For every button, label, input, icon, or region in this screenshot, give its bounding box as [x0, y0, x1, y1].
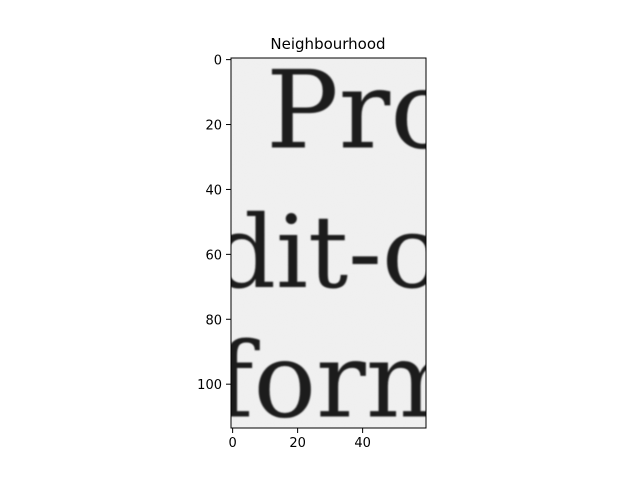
paper-grain	[231, 58, 426, 428]
chart-title: Neighbourhood	[270, 35, 385, 53]
y-tick-label: 100	[197, 378, 222, 393]
y-tick-label: 60	[205, 248, 222, 263]
x-axis: 0 20 40	[228, 428, 371, 451]
y-tick-label: 0	[214, 54, 222, 69]
image-text-line: form	[215, 320, 464, 442]
image-text-line: dit-c	[212, 194, 438, 311]
y-axis: 0 20 40 60 80 100	[197, 54, 231, 393]
x-tick-label: 40	[354, 436, 371, 451]
y-tick-label: 20	[205, 119, 222, 134]
x-tick-label: 20	[289, 436, 306, 451]
x-tick-label: 0	[228, 436, 236, 451]
image-text-line: Pro	[266, 48, 455, 173]
axes-frame	[230, 57, 427, 429]
y-tick-label: 80	[205, 313, 222, 328]
y-tick-label: 40	[205, 183, 222, 198]
